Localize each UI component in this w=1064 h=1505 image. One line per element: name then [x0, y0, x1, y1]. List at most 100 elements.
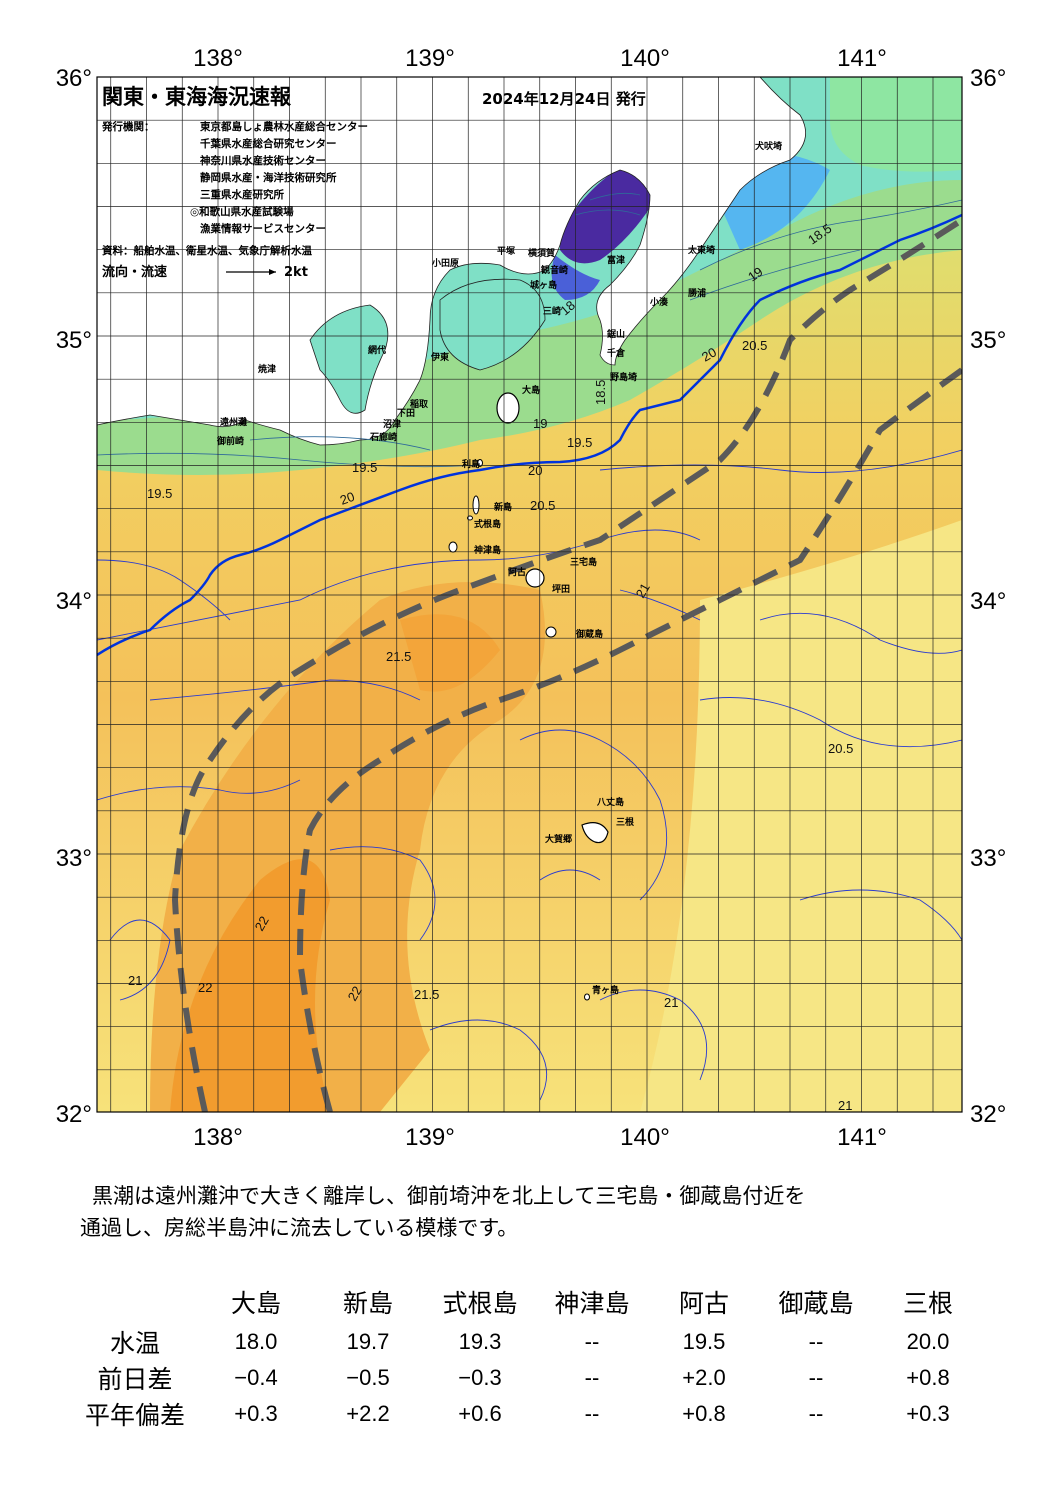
- row-label: 水温: [109, 1329, 160, 1358]
- place-label: 坪田: [552, 583, 570, 595]
- place-label: 御蔵島: [575, 628, 603, 640]
- lat-tick-33-left: 33°: [56, 845, 92, 872]
- contour-label: 20.5: [742, 338, 767, 353]
- place-label: 稲取: [410, 398, 429, 410]
- lat-tick-32-left: 32°: [56, 1101, 92, 1128]
- row-label: 平年偏差: [84, 1401, 185, 1430]
- cold-water-tokyo-bay: [560, 160, 658, 264]
- contour-label: 20: [528, 463, 542, 478]
- sagami-bay: [439, 278, 546, 371]
- table-cell: --: [808, 1329, 824, 1354]
- place-label: 横須賀: [528, 247, 555, 259]
- issuer-3: 神奈川県水産技術センター: [200, 154, 326, 167]
- place-label: 利島: [461, 458, 480, 470]
- map-frame: [96, 76, 963, 1113]
- map-grid: [97, 77, 962, 1112]
- table-cell: +2.2: [346, 1401, 390, 1426]
- lon-tick-141-bottom: 141°: [837, 1124, 887, 1151]
- table-cell: +0.3: [906, 1401, 950, 1426]
- contour-label: 20: [699, 344, 719, 364]
- place-label: 式根島: [474, 518, 501, 530]
- lat-tick-36-right: 36°: [970, 65, 1006, 92]
- place-label: 城ヶ島: [530, 279, 557, 291]
- column-header: 神津島: [554, 1289, 630, 1318]
- table-cell: --: [584, 1365, 600, 1390]
- place-label: 焼津: [258, 363, 276, 375]
- lat-tick-34-right: 34°: [970, 588, 1006, 615]
- place-label: 阿古: [508, 566, 526, 578]
- contour-label: 21.5: [386, 649, 411, 664]
- table-cell: --: [584, 1329, 600, 1354]
- sea-northeast: [830, 77, 962, 172]
- place-label: 富津: [607, 254, 625, 266]
- contour-label: 21: [838, 1098, 852, 1113]
- table-cell: 19.5: [682, 1329, 726, 1354]
- table-cell: −0.5: [346, 1365, 390, 1390]
- table-cell: +0.6: [458, 1401, 502, 1426]
- flow-legend-label: 流向・流速: [102, 264, 167, 280]
- place-label: 新島: [494, 501, 512, 513]
- place-label: 千倉: [607, 347, 626, 359]
- lon-tick-139-bottom: 139°: [405, 1124, 455, 1151]
- table-cell: +0.8: [906, 1365, 950, 1390]
- contour-label: 21.5: [414, 987, 439, 1002]
- contour-label: 20.5: [828, 741, 853, 756]
- contour-label: 22: [198, 980, 212, 995]
- warm-water-front-line: [97, 213, 962, 657]
- lon-tick-138-top: 138°: [193, 45, 243, 72]
- table-cell: --: [808, 1401, 824, 1426]
- place-label: 御前崎: [216, 435, 244, 447]
- place-label: 三崎: [543, 305, 561, 317]
- place-label: 太東埼: [687, 244, 715, 256]
- island-miyakejima: [525, 568, 545, 588]
- column-header: 新島: [342, 1289, 393, 1318]
- table-cell: −0.3: [458, 1365, 502, 1390]
- summary-line-1: 黒潮は遠州灘沖で大きく離岸し、御前埼沖を北上して三宅島・御蔵島付近を: [92, 1184, 806, 1208]
- lat-tick-35-right: 35°: [970, 327, 1006, 354]
- place-label: 遠州灘: [220, 416, 247, 428]
- sea-temperature-map: 138° 139° 140° 141° 138° 139° 140° 141° …: [56, 45, 1007, 1151]
- map-title: 関東・東海海況速報: [102, 85, 292, 109]
- table-cell: 20.0: [906, 1329, 950, 1354]
- contour-label: 19.5: [567, 435, 592, 450]
- column-header: 阿古: [678, 1289, 729, 1318]
- place-label: 鋸山: [607, 328, 625, 340]
- issuer-6: ◎和歌山県水産試験場: [190, 205, 294, 218]
- east-yellow-band: [640, 520, 962, 1112]
- lon-tick-141-top: 141°: [837, 45, 887, 72]
- contour-label: 21: [664, 995, 678, 1010]
- table-cell: 19.3: [458, 1329, 502, 1354]
- contour-value-labels: 18.5 19 19.5 20 20.5 21 21.5 22 22 22 21…: [128, 221, 853, 1113]
- island-niijima: [472, 495, 480, 515]
- place-label: 野島埼: [610, 371, 637, 383]
- place-label: 大賀郷: [545, 833, 572, 845]
- place-label: 小田原: [431, 257, 459, 269]
- place-label: 網代: [368, 344, 386, 356]
- suruga-bay: [309, 304, 389, 414]
- contour-label: 22: [345, 983, 365, 1003]
- contour-label: 19.5: [352, 460, 377, 475]
- place-label: 観音崎: [541, 264, 568, 276]
- table-row: 水温 18.0 19.7 19.3 -- 19.5 -- 20.0: [70, 1324, 984, 1360]
- place-labels: 犬吠埼 太東埼 勝浦 小湊 鋸山 千倉 野島埼 富津 観音崎 横須賀 平塚 小田…: [216, 140, 782, 996]
- kuroshio-path-north: [171, 217, 962, 1112]
- island-mikurajima: [545, 626, 557, 638]
- island-aogashima: [584, 993, 590, 1001]
- lon-tick-138-bottom: 138°: [193, 1124, 243, 1151]
- summary-line-2: 通過し、房総半島沖に流去している模様です。: [80, 1216, 519, 1240]
- contour-label: 19: [745, 264, 765, 285]
- lat-tick-36-left: 36°: [56, 65, 92, 92]
- island-temperature-table: 大島 新島 式根島 神津島 阿古 御蔵島 三根 水温 18.0 19.7 19.…: [70, 1280, 984, 1432]
- table-cell: --: [808, 1365, 824, 1390]
- table-row: 平年偏差 +0.3 +2.2 +0.6 -- +0.8 -- +0.3: [70, 1396, 984, 1432]
- issuer-5: 三重県水産研究所: [200, 188, 284, 201]
- contour-label: 21: [633, 580, 653, 600]
- contour-label: 19.5: [147, 486, 172, 501]
- lon-tick-140-top: 140°: [620, 45, 670, 72]
- lat-tick-34-left: 34°: [56, 588, 92, 615]
- issuer-2: 千葉県水産総合研究センター: [200, 137, 337, 150]
- table-cell: +0.3: [234, 1401, 278, 1426]
- place-label: 下田: [397, 408, 415, 419]
- place-label: 青ヶ島: [592, 984, 619, 996]
- island-shikinejima: [467, 515, 473, 521]
